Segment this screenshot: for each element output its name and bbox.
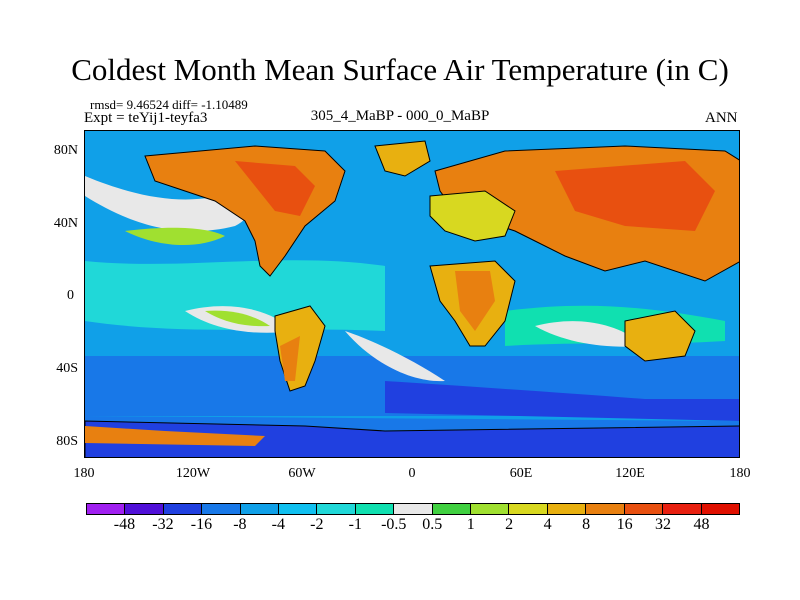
antarctic-warm-patch: [85, 426, 265, 446]
white-band-north-pacific: [85, 176, 262, 232]
colorbar-label: 2: [505, 516, 514, 533]
colorbar-swatch: [240, 504, 280, 514]
colorbar-label: 1: [466, 516, 475, 533]
colorbar-label: -32: [152, 516, 174, 533]
colorbar-swatch: [432, 504, 472, 514]
white-band-south-atlantic: [345, 331, 445, 382]
colorbar-swatch: [509, 504, 548, 514]
north-america-interior: [235, 161, 315, 216]
colorbar-swatch: [394, 504, 433, 514]
australia: [624, 310, 696, 362]
colorbar-swatch: [624, 504, 664, 514]
experiment-label: Expt = teYij1-teyfa3: [84, 110, 208, 126]
colorbar-swatch: [317, 504, 356, 514]
lon-tick-label: 180: [729, 466, 751, 481]
colorbar-label: 4: [543, 516, 552, 533]
temperature-map-canvas: [85, 131, 739, 457]
colorbar-swatch: [125, 504, 164, 514]
colorbar-label: -8: [233, 516, 247, 533]
lon-tick-label: 120W: [175, 466, 211, 481]
antarctica-edge: [85, 420, 739, 457]
eurasia-interior: [555, 161, 715, 231]
lon-tick-label: 60W: [288, 466, 316, 481]
white-band-south-indian: [535, 321, 645, 347]
colorbar-swatch: [279, 504, 318, 514]
colorbar-label: -2: [310, 516, 324, 533]
colorbar-swatch: [586, 504, 625, 514]
colorbar-label: 32: [655, 516, 672, 533]
colorbar-swatch: [87, 504, 126, 514]
green-patch-north-pacific: [125, 227, 225, 246]
south-america-band: [280, 336, 300, 381]
colorbar-label: 16: [616, 516, 633, 533]
lat-tick-label: 80N: [53, 143, 78, 158]
lon-tick-label: 180: [73, 466, 95, 481]
colorbar-label: 48: [693, 516, 710, 533]
europe: [429, 190, 516, 242]
plot-title: Coldest Month Mean Surface Air Temperatu…: [71, 52, 729, 87]
colorbar-swatch: [701, 504, 739, 514]
colorbar-label: -0.5: [381, 516, 407, 533]
colorbar-label: -4: [271, 516, 285, 533]
lat-tick-label: 80S: [56, 434, 78, 449]
lon-tick-label: 0: [408, 466, 416, 481]
greenland: [374, 140, 431, 177]
southern-cold-band: [385, 381, 739, 421]
colorbar-swatch: [471, 504, 510, 514]
temperature-map: [84, 130, 740, 458]
colorbar-label: 0.5: [422, 516, 443, 533]
colorbar-swatch: [355, 504, 395, 514]
colorbar-label: -1: [348, 516, 362, 533]
stats-line: rmsd= 9.46524 diff= -1.10489: [90, 97, 248, 112]
colorbar-label: -48: [113, 516, 136, 533]
colorbar-swatch: [202, 504, 241, 514]
lat-tick-label: 0: [67, 288, 74, 303]
colorbar-swatch: [547, 504, 587, 514]
lon-tick-label: 120E: [615, 466, 645, 481]
lat-tick-label: 40N: [53, 216, 78, 231]
colorbar-label: -16: [190, 516, 213, 533]
difference-label: 305_4_MaBP - 000_0_MaBP: [310, 108, 490, 124]
colorbar-label: 8: [582, 516, 591, 533]
green-patch-south-pacific: [205, 310, 270, 327]
lon-tick-label: 60E: [509, 466, 533, 481]
season-label: ANN: [705, 110, 738, 126]
colorbar-swatch: [663, 504, 702, 514]
africa-interior: [455, 271, 495, 331]
colorbar-swatch: [163, 504, 203, 514]
colorbar: [86, 503, 740, 515]
lat-tick-label: 40S: [56, 361, 78, 376]
